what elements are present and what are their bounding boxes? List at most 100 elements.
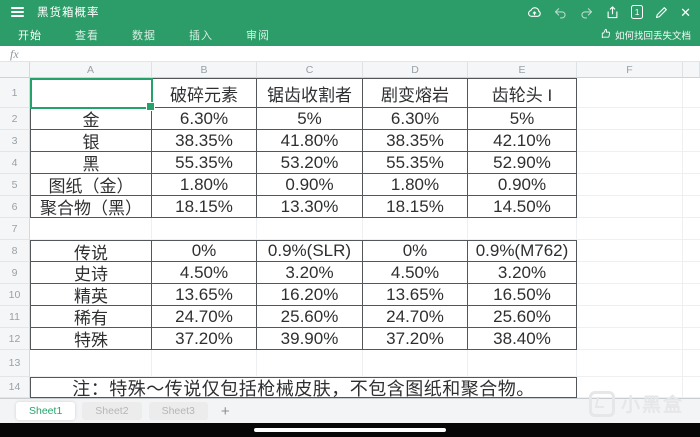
cell-c8[interactable]: 0.9%(SLR) [257, 240, 363, 262]
cell-b12[interactable]: 37.20% [152, 328, 257, 350]
cell-c4[interactable]: 53.20% [257, 152, 363, 174]
row-header-10[interactable]: 10 [0, 284, 30, 306]
cell[interactable] [683, 218, 700, 240]
cell-a5[interactable]: 图纸（金） [30, 174, 152, 196]
cell-f13[interactable] [577, 350, 683, 377]
row-header-5[interactable]: 5 [0, 174, 30, 196]
tab-start[interactable]: 开始 [18, 30, 42, 42]
column-header-partial[interactable] [683, 62, 700, 78]
cell[interactable] [683, 108, 700, 130]
cell-a2[interactable]: 金 [30, 108, 152, 130]
cell[interactable] [683, 284, 700, 306]
cell-a13[interactable] [30, 350, 152, 377]
row-header-4[interactable]: 4 [0, 152, 30, 174]
cell[interactable] [683, 152, 700, 174]
note-cell[interactable]: 注：特殊～传说仅包括枪械皮肤，不包含图纸和聚合物。 [30, 377, 577, 398]
cell-f3[interactable] [577, 130, 683, 152]
cell[interactable] [683, 377, 700, 398]
formula-input[interactable] [19, 46, 700, 61]
tab-review[interactable]: 审阅 [246, 30, 270, 42]
cell-b8[interactable]: 0% [152, 240, 257, 262]
cell-f10[interactable] [577, 284, 683, 306]
select-all-corner[interactable] [0, 62, 30, 78]
cell-b7[interactable] [152, 218, 257, 240]
cell-a1[interactable] [30, 78, 152, 108]
cell-a10[interactable]: 精英 [30, 284, 152, 306]
cell-e9[interactable]: 3.20% [468, 262, 577, 284]
sheet-tab-sheet2[interactable]: Sheet2 [82, 402, 142, 420]
cell[interactable] [683, 240, 700, 262]
tab-view[interactable]: 查看 [75, 30, 99, 42]
cloud-sync-icon[interactable] [527, 5, 542, 20]
cell-e6[interactable]: 14.50% [468, 196, 577, 218]
cell-d3[interactable]: 38.35% [363, 130, 468, 152]
cell-d1[interactable]: 剧变熔岩 [363, 78, 468, 108]
row-header-9[interactable]: 9 [0, 262, 30, 284]
cell-b2[interactable]: 6.30% [152, 108, 257, 130]
cell[interactable] [683, 350, 700, 377]
sheet-tab-sheet1[interactable]: Sheet1 [16, 402, 76, 420]
tab-insert[interactable]: 插入 [189, 30, 213, 42]
cell-c3[interactable]: 41.80% [257, 130, 363, 152]
cell-f14[interactable] [577, 377, 683, 398]
cell-d9[interactable]: 4.50% [363, 262, 468, 284]
tab-data[interactable]: 数据 [132, 30, 156, 42]
cell-f5[interactable] [577, 174, 683, 196]
cell-c12[interactable]: 39.90% [257, 328, 363, 350]
cell-f7[interactable] [577, 218, 683, 240]
cell-f2[interactable] [577, 108, 683, 130]
column-header-d[interactable]: D [363, 62, 468, 78]
cell-d5[interactable]: 1.80% [363, 174, 468, 196]
cell-e13[interactable] [468, 350, 577, 377]
add-sheet-button[interactable]: + [220, 402, 230, 420]
cell-f6[interactable] [577, 196, 683, 218]
cell-e5[interactable]: 0.90% [468, 174, 577, 196]
cell-e7[interactable] [468, 218, 577, 240]
cell-e3[interactable]: 42.10% [468, 130, 577, 152]
cell-c7[interactable] [257, 218, 363, 240]
cell-f11[interactable] [577, 306, 683, 328]
cell-a6[interactable]: 聚合物（黑） [30, 196, 152, 218]
cell-f9[interactable] [577, 262, 683, 284]
cell-a7[interactable] [30, 218, 152, 240]
cell-c11[interactable]: 25.60% [257, 306, 363, 328]
page-number-indicator[interactable]: 1 [631, 5, 644, 19]
cell[interactable] [683, 130, 700, 152]
row-header-13[interactable]: 13 [0, 350, 30, 377]
cell-a3[interactable]: 银 [30, 130, 152, 152]
row-header-2[interactable]: 2 [0, 108, 30, 130]
cell[interactable] [683, 262, 700, 284]
cell-c1[interactable]: 锯齿收割者 [257, 78, 363, 108]
cell-b9[interactable]: 4.50% [152, 262, 257, 284]
row-header-1[interactable]: 1 [0, 78, 30, 108]
cell-f12[interactable] [577, 328, 683, 350]
cell-b5[interactable]: 1.80% [152, 174, 257, 196]
share-icon[interactable] [605, 5, 620, 20]
row-header-14[interactable]: 14 [0, 377, 30, 398]
cell-c13[interactable] [257, 350, 363, 377]
cell-d12[interactable]: 37.20% [363, 328, 468, 350]
cell-e2[interactable]: 5% [468, 108, 577, 130]
cell[interactable] [683, 328, 700, 350]
cell-c9[interactable]: 3.20% [257, 262, 363, 284]
redo-icon[interactable] [579, 5, 594, 20]
cell-c6[interactable]: 13.30% [257, 196, 363, 218]
cell-f8[interactable] [577, 240, 683, 262]
cell[interactable] [683, 174, 700, 196]
cell-d11[interactable]: 24.70% [363, 306, 468, 328]
column-header-e[interactable]: E [468, 62, 577, 78]
cell-b3[interactable]: 38.35% [152, 130, 257, 152]
cell-d4[interactable]: 55.35% [363, 152, 468, 174]
cell-a9[interactable]: 史诗 [30, 262, 152, 284]
cell-b13[interactable] [152, 350, 257, 377]
recover-document-link[interactable]: 如何找回丢失文档 [600, 24, 691, 46]
cell-d2[interactable]: 6.30% [363, 108, 468, 130]
column-header-a[interactable]: A [30, 62, 152, 78]
cell-e12[interactable]: 38.40% [468, 328, 577, 350]
cell-a4[interactable]: 黑 [30, 152, 152, 174]
cell-b1[interactable]: 破碎元素 [152, 78, 257, 108]
cell-b6[interactable]: 18.15% [152, 196, 257, 218]
cell-f1[interactable] [577, 78, 683, 108]
edit-pen-icon[interactable] [654, 5, 669, 20]
cell-e8[interactable]: 0.9%(M762) [468, 240, 577, 262]
